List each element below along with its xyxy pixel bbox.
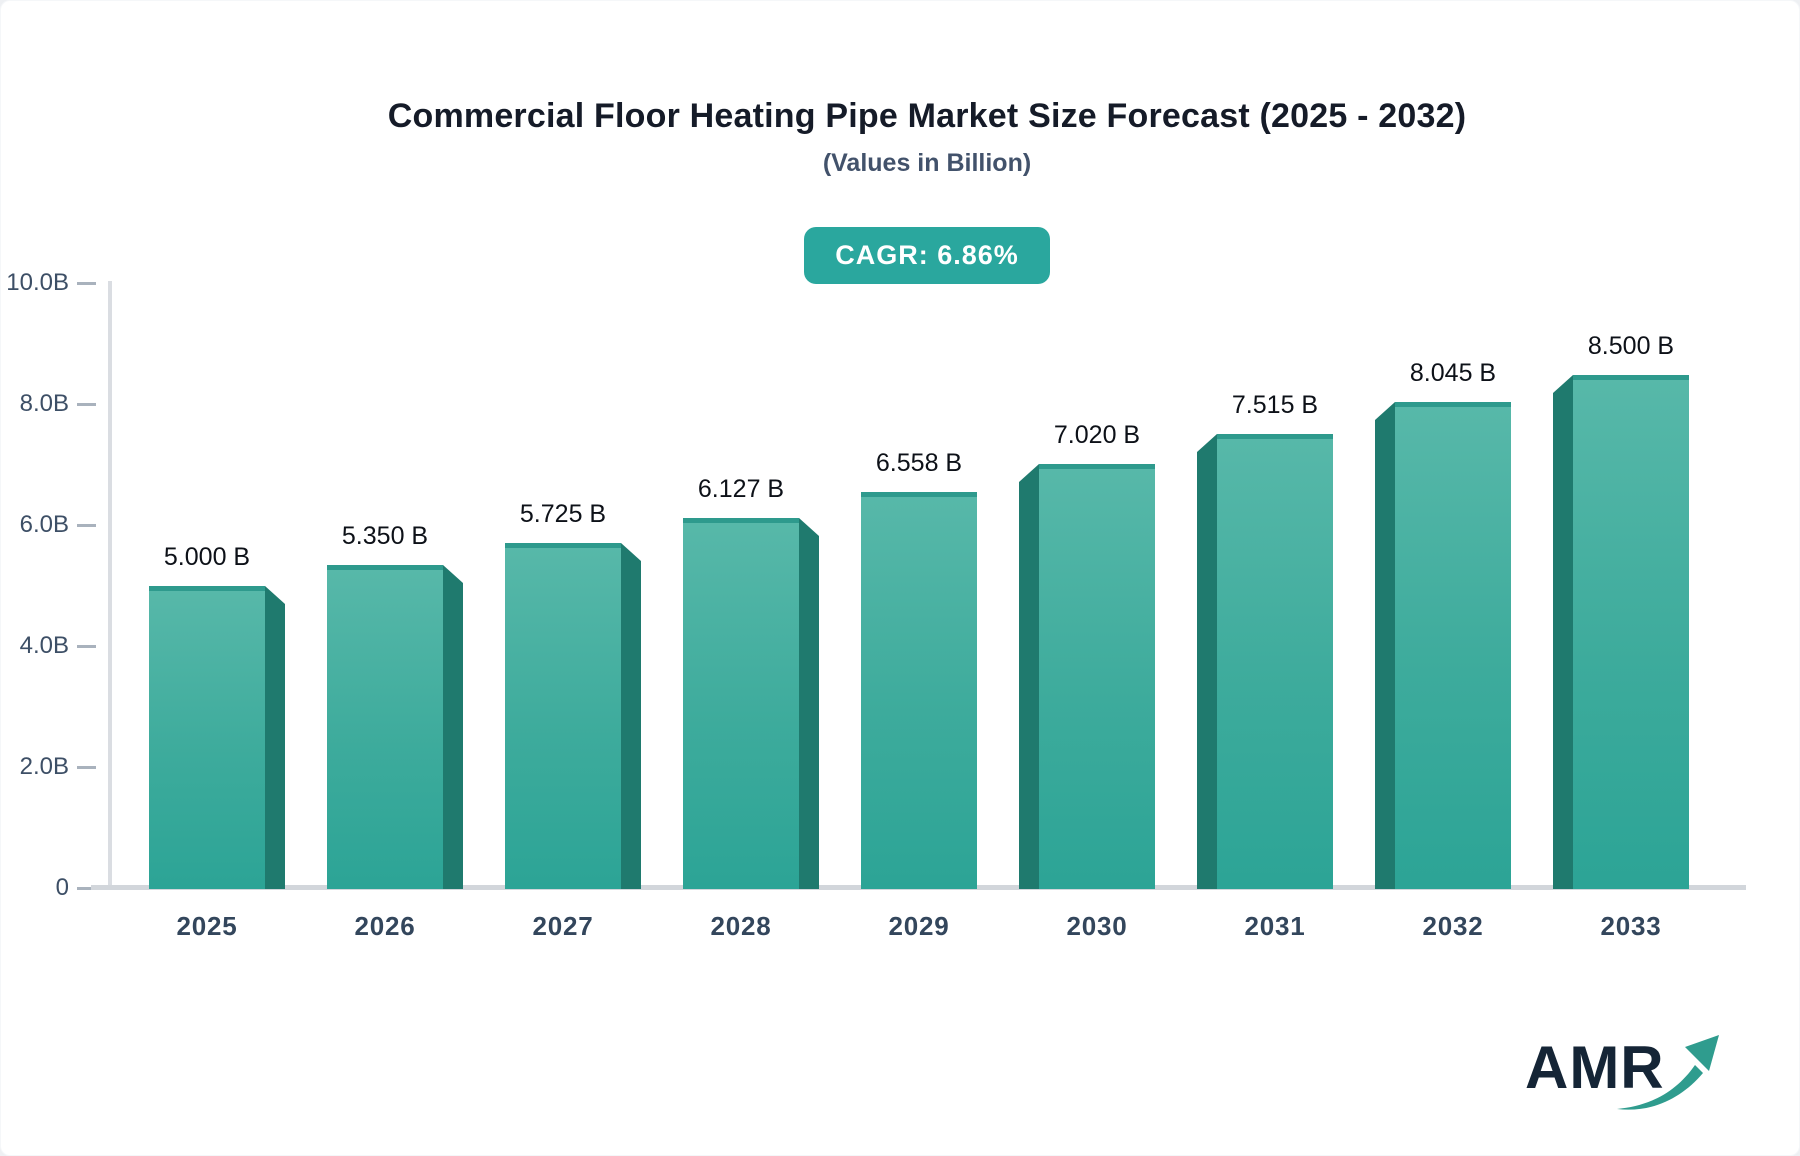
bar-value-label: 5.000 B <box>163 543 251 571</box>
bar-value-label: 8.045 B <box>1409 359 1497 387</box>
y-tick-dash <box>77 403 96 406</box>
y-axis-line <box>108 281 112 889</box>
y-tick-dash <box>77 887 96 890</box>
x-axis-label: 2028 <box>710 911 772 941</box>
amr-logo-text: AMR <box>1525 1034 1665 1101</box>
y-tick-label: 6.0B <box>19 511 69 538</box>
cagr-badge-row: CAGR: 6.86% <box>108 227 1746 284</box>
x-axis-label: 2031 <box>1244 911 1306 941</box>
bar-bevel <box>1375 402 1395 889</box>
x-axis-label: 2026 <box>354 911 416 941</box>
y-tick-dash <box>77 282 96 285</box>
bar-value-label: 7.515 B <box>1231 391 1319 419</box>
cagr-badge: CAGR: 6.86% <box>804 227 1050 284</box>
bar-bevel <box>1019 464 1039 889</box>
amr-logo: AMR <box>1525 1023 1725 1123</box>
bar-bevel <box>1553 375 1573 889</box>
x-axis-label: 2030 <box>1066 911 1128 941</box>
x-axis-label: 2027 <box>532 911 594 941</box>
bar-bevel <box>443 565 463 889</box>
bar-face <box>327 565 443 889</box>
bar-face <box>505 543 621 889</box>
y-tick-label: 0 <box>55 874 69 901</box>
bar-face <box>1039 464 1155 889</box>
x-axis-label: 2029 <box>888 911 950 941</box>
chart-title: Commercial Floor Heating Pipe Market Siz… <box>387 97 1467 135</box>
y-tick-label: 10.0B <box>6 269 69 296</box>
x-axis-label: 2032 <box>1422 911 1484 941</box>
x-axis-label: 2025 <box>176 911 238 941</box>
bar-value-label: 7.020 B <box>1053 421 1141 449</box>
bar-value-label: 6.127 B <box>697 475 785 503</box>
bar-face <box>683 518 799 889</box>
bar-bevel <box>621 543 641 889</box>
bar-face <box>1573 375 1689 889</box>
bar-face <box>149 586 265 889</box>
y-tick-label: 2.0B <box>19 753 69 780</box>
growth-arrow-icon <box>1617 1035 1719 1110</box>
x-axis-label: 2033 <box>1600 911 1662 941</box>
y-tick-dash <box>77 524 96 527</box>
bar-face <box>1395 402 1511 889</box>
bar-value-label: 5.350 B <box>341 522 429 550</box>
bar-value-label: 5.725 B <box>519 500 607 528</box>
chart-subtitle: (Values in Billion) <box>822 149 1032 177</box>
y-tick-label: 8.0B <box>19 390 69 417</box>
bar-face <box>1217 434 1333 889</box>
bar-value-label: 8.500 B <box>1587 332 1675 360</box>
bar-bevel <box>265 586 285 889</box>
bar-bevel <box>1197 434 1217 889</box>
y-tick-label: 4.0B <box>19 632 69 659</box>
bar-value-label: 6.558 B <box>875 449 963 477</box>
bar-bevel <box>799 518 819 889</box>
y-tick-dash <box>77 645 96 648</box>
y-tick-dash <box>77 766 96 769</box>
bar-face <box>861 492 977 889</box>
